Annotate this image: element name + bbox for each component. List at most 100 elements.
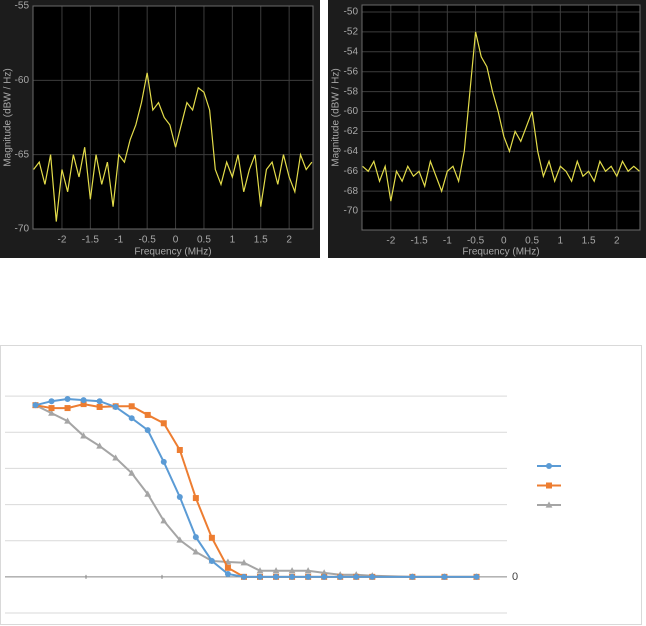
data-point <box>409 573 416 580</box>
data-point <box>208 557 215 564</box>
x-tick-label: -1 <box>443 236 452 247</box>
x-tick-label: 1.5 <box>582 236 596 247</box>
data-point <box>288 567 296 574</box>
data-point <box>257 573 264 580</box>
data-point <box>144 490 152 497</box>
data-point <box>473 573 480 580</box>
y-tick-label: 0 <box>512 571 518 583</box>
x-tick-label: 2 <box>614 236 620 247</box>
y-tick-label: -54 <box>344 46 359 57</box>
data-point <box>112 403 119 410</box>
data-point <box>353 573 360 580</box>
plot-border <box>361 4 641 231</box>
legend-marker <box>546 482 552 489</box>
x-axis-label: Frequency (MHz) <box>134 247 211 258</box>
data-point <box>224 570 231 577</box>
y-tick-label: -56 <box>344 66 359 77</box>
data-point <box>304 567 312 574</box>
y-tick-label: -55 <box>15 1 30 12</box>
plot-area <box>362 5 640 230</box>
data-point <box>96 398 103 405</box>
plot-area <box>33 6 313 229</box>
data-point <box>240 559 248 566</box>
x-tick-label: -2 <box>58 235 67 246</box>
y-tick-label: -62 <box>344 126 359 137</box>
x-tick-label: 1 <box>230 235 236 246</box>
y-tick-label: -64 <box>344 146 359 157</box>
data-point <box>64 417 71 424</box>
y-axis-label: Magnitude (dBW / Hz) <box>331 68 342 166</box>
trace <box>33 72 313 222</box>
data-point <box>144 427 151 434</box>
data-point <box>32 402 39 409</box>
trace <box>362 31 640 202</box>
data-point <box>176 446 183 453</box>
x-tick-label: 2 <box>286 235 292 246</box>
data-point <box>176 536 184 543</box>
x-tick-label: 0 <box>173 235 179 246</box>
y-tick-label: -60 <box>15 75 30 86</box>
chart-frame <box>0 345 642 625</box>
data-point <box>80 397 87 404</box>
data-point <box>208 534 215 541</box>
data-point <box>160 420 167 427</box>
data-point <box>272 567 280 574</box>
x-tick-label: -0.5 <box>139 235 157 246</box>
data-point <box>48 398 55 405</box>
x-tick-label: 0 <box>501 236 507 247</box>
data-point <box>144 411 151 418</box>
data-point <box>80 432 87 439</box>
y-tick-label: -70 <box>15 224 30 235</box>
data-point <box>48 405 55 412</box>
x-tick-label: -2 <box>386 236 395 247</box>
data-point <box>289 573 296 580</box>
data-point <box>128 403 135 410</box>
y-tick-label: -66 <box>344 166 359 177</box>
x-tick-label: -0.5 <box>467 236 485 247</box>
data-point <box>96 442 104 449</box>
legend-marker <box>546 463 552 469</box>
data-point <box>192 495 199 502</box>
x-tick-label: -1.5 <box>82 235 100 246</box>
x-tick-label: -1.5 <box>410 236 428 247</box>
data-point <box>160 458 167 465</box>
data-point <box>128 415 135 422</box>
y-tick-label: -52 <box>344 27 359 38</box>
y-tick-label: -58 <box>344 86 359 97</box>
y-tick-label: -68 <box>344 186 359 197</box>
data-point <box>80 401 87 408</box>
data-point <box>273 573 280 580</box>
data-point <box>337 573 344 580</box>
data-point <box>112 454 120 461</box>
x-tick-label: 1 <box>558 236 564 247</box>
legend-marker <box>545 501 553 508</box>
data-point <box>64 405 71 412</box>
data-point <box>369 573 376 580</box>
data-point <box>176 493 183 500</box>
y-tick-label: -65 <box>15 149 30 160</box>
y-tick-label: -60 <box>344 106 359 117</box>
y-tick-label: -50 <box>344 7 359 18</box>
data-point <box>160 517 168 524</box>
x-axis-label: Frequency (MHz) <box>462 247 539 258</box>
x-tick-label: 0.5 <box>525 236 539 247</box>
data-point <box>192 548 200 555</box>
x-tick-label: 1.5 <box>254 235 268 246</box>
x-tick-label: -1 <box>114 235 123 246</box>
plot-border <box>32 5 314 230</box>
data-point <box>64 396 71 403</box>
data-point <box>48 409 55 416</box>
data-point <box>240 573 247 580</box>
data-point <box>256 567 264 574</box>
data-point <box>224 564 231 571</box>
data-point <box>305 573 312 580</box>
data-point <box>128 469 136 476</box>
data-point <box>441 573 448 580</box>
data-point <box>192 534 199 541</box>
x-tick-label: 0.5 <box>197 235 211 246</box>
data-point <box>96 403 103 410</box>
y-tick-label: -70 <box>344 206 359 217</box>
data-point <box>321 573 328 580</box>
